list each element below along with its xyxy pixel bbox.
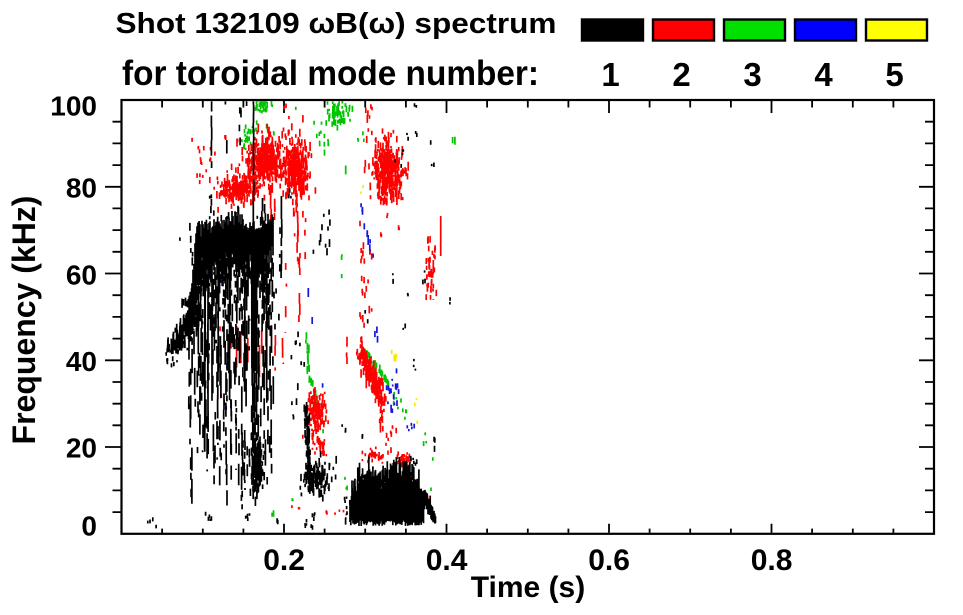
svg-text:0.8: 0.8 <box>751 544 793 577</box>
svg-text:4: 4 <box>814 56 833 93</box>
svg-text:100: 100 <box>50 90 97 121</box>
svg-text:3: 3 <box>743 56 761 93</box>
svg-text:5: 5 <box>885 56 903 93</box>
svg-text:2: 2 <box>672 56 690 93</box>
svg-text:Time (s): Time (s) <box>471 571 585 604</box>
svg-text:0.2: 0.2 <box>263 544 305 577</box>
svg-text:40: 40 <box>66 346 97 377</box>
svg-text:0.6: 0.6 <box>588 544 630 577</box>
svg-text:80: 80 <box>66 173 97 204</box>
svg-text:0: 0 <box>81 510 97 541</box>
svg-text:Shot 132109 ωB(ω) spectrum: Shot 132109 ωB(ω) spectrum <box>116 8 557 40</box>
svg-text:20: 20 <box>66 432 97 463</box>
svg-text:0.4: 0.4 <box>426 544 468 577</box>
svg-text:1: 1 <box>601 56 619 93</box>
svg-text:60: 60 <box>66 259 97 290</box>
svg-text:for toroidal mode number:: for toroidal mode number: <box>122 54 539 93</box>
svg-text:Frequency (kHz): Frequency (kHz) <box>6 196 42 445</box>
